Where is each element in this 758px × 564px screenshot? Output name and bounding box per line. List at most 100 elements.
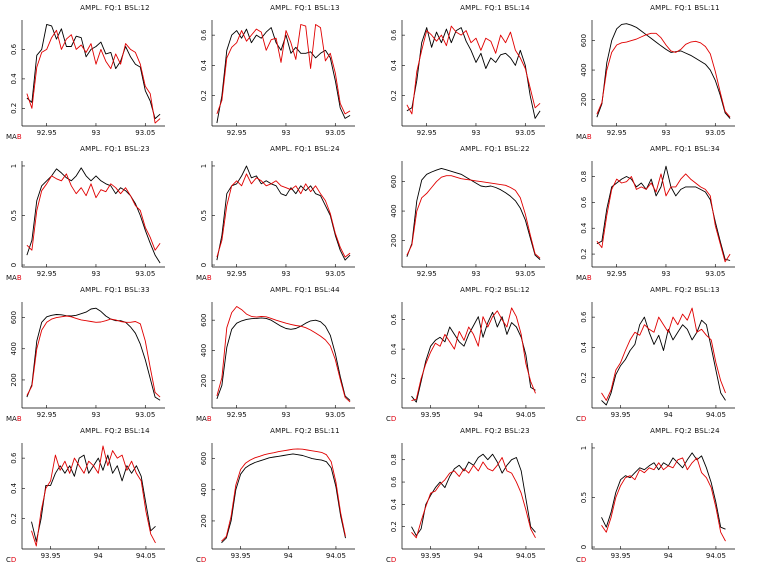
series-line-red [406, 175, 541, 259]
y-tick-label: 0 [10, 263, 18, 267]
legend-label-series-1: MA [6, 274, 17, 282]
chart-panel: AMPL. FQ:1 BSL:11 92.95 93 93.05 200 400 600 MA… [570, 0, 758, 141]
legend-label-series-1: MA [6, 133, 17, 141]
y-tick-label: 0.2 [200, 90, 208, 101]
series-line-red [596, 173, 731, 263]
y-tick-label: 600 [390, 175, 398, 188]
x-tick-label: 92.95 [607, 129, 627, 137]
x-tick-label: 93 [662, 270, 671, 278]
chart-title: AMPL. FQ:1 BSL:13 [270, 4, 340, 12]
legend-label-series-2: D [200, 556, 207, 564]
x-tick-label: 93.05 [135, 411, 155, 419]
chart-legend: MAB [6, 415, 22, 423]
legend-label-series-1: C [196, 556, 201, 564]
legend-label-series-1: MA [6, 415, 17, 423]
y-tick-label: 0.4 [10, 73, 18, 85]
y-tick-label: 0.6 [200, 29, 208, 41]
x-tick-label: 92.95 [417, 270, 437, 278]
y-tick-label: 0.4 [580, 222, 588, 234]
legend-label-series-2: B [16, 274, 22, 282]
y-tick-label: 0.6 [580, 196, 588, 208]
legend-label-series-1: C [576, 415, 581, 423]
chart-legend: MAB [576, 274, 592, 282]
y-tick-label: 1 [10, 164, 18, 168]
y-tick-label: 0.4 [390, 343, 398, 355]
y-tick-label: 1 [200, 164, 208, 168]
series-line-black [216, 317, 351, 401]
series-line-red [26, 315, 161, 398]
y-tick-label: 0.8 [390, 454, 398, 465]
chart-legend: CD [386, 415, 396, 423]
series-line-black [26, 23, 161, 120]
legend-label-series-2: B [586, 133, 592, 141]
x-tick-label: 94 [94, 552, 103, 560]
x-tick-label: 94.05 [326, 552, 346, 560]
y-tick-label: 0.5 [10, 210, 18, 221]
chart-title: AMPL. FQ:1 BSL:12 [80, 4, 150, 12]
y-tick-label: 0.5 [580, 492, 588, 503]
legend-label-series-1: MA [196, 274, 207, 282]
chart-svg: 93.95 94 94.05 0.2 0.4 0.6 [390, 302, 545, 419]
series-line-black [406, 27, 541, 119]
x-tick-label: 94.05 [136, 552, 156, 560]
series-line-red [411, 307, 536, 402]
chart-panel: AMPL. FQ:1 BSL:24 92.95 93 93.05 0 0.5 1 MAB [190, 141, 380, 282]
chart-svg: 92.95 93 93.05 0.2 0.4 0.6 [10, 20, 165, 137]
chart-legend: CD [196, 556, 206, 564]
y-tick-label: 400 [200, 344, 208, 357]
y-tick-label: 0.6 [10, 43, 18, 55]
x-tick-label: 93.95 [231, 552, 251, 560]
y-tick-label: 0.6 [10, 452, 18, 464]
chart-svg: 92.95 93 93.05 200 400 600 [200, 302, 355, 419]
y-tick-label: 0.4 [580, 341, 588, 353]
x-tick-label: 93.05 [325, 411, 345, 419]
chart-panel: AMPL. FQ:1 BSL:12 92.95 93 93.05 0.2 0.4 0.6 MA… [0, 0, 190, 141]
y-tick-label: 0.2 [580, 249, 588, 260]
x-tick-label: 94.05 [706, 552, 726, 560]
chart-panel: AMPL. FQ:2 BSL:24 93.95 94 94.05 0 0.5 1 CD [570, 423, 758, 564]
x-tick-label: 93.95 [41, 552, 61, 560]
y-tick-label: 0.2 [390, 521, 398, 532]
chart-svg: 92.95 93 93.05 0 0.5 1 [10, 161, 165, 278]
y-tick-label: 400 [390, 204, 398, 217]
x-tick-label: 93 [472, 270, 481, 278]
series-line-red [406, 25, 541, 115]
x-tick-label: 93.05 [325, 129, 345, 137]
x-tick-label: 93.95 [421, 411, 441, 419]
chart-title: AMPL. FQ:2 BSL:11 [270, 427, 340, 435]
y-tick-label: 0.2 [390, 90, 398, 101]
x-tick-label: 93.95 [611, 411, 631, 419]
chart-title: AMPL. FQ:1 BSL:23 [80, 145, 150, 153]
y-tick-label: 0 [200, 263, 208, 267]
y-tick-label: 0.4 [10, 482, 18, 494]
x-tick-label: 92.95 [37, 270, 57, 278]
chart-title: AMPL. FQ:1 BSL:34 [650, 145, 720, 153]
x-tick-label: 94 [284, 552, 293, 560]
y-tick-label: 200 [390, 234, 398, 247]
chart-title: AMPL. FQ:1 BSL:44 [270, 286, 340, 294]
chart-legend: CD [576, 415, 586, 423]
x-tick-label: 93.05 [515, 270, 535, 278]
legend-label-series-1: MA [576, 274, 587, 282]
chart-legend: MAB [6, 133, 22, 141]
y-tick-label: 0.6 [390, 476, 398, 488]
legend-label-series-2: D [580, 415, 587, 423]
x-tick-label: 92.95 [37, 411, 57, 419]
chart-svg: 92.95 93 93.05 0.2 0.4 0.6 0.8 [580, 161, 735, 278]
y-tick-label: 1 [580, 446, 588, 450]
series-line-black [596, 23, 731, 119]
x-tick-label: 92.95 [417, 129, 437, 137]
y-tick-label: 0.4 [200, 59, 208, 71]
y-tick-label: 200 [200, 374, 208, 387]
y-tick-label: 200 [580, 93, 588, 106]
y-tick-label: 600 [10, 311, 18, 324]
chart-panel: AMPL. FQ:1 BSL:22 92.95 93 93.05 200 400 600 [380, 141, 570, 282]
chart-legend: MAB [196, 274, 212, 282]
x-tick-label: 93 [282, 270, 291, 278]
chart-svg: 93.95 94 94.05 0 0.5 1 [580, 443, 735, 560]
x-tick-label: 94 [664, 411, 673, 419]
x-tick-label: 94.05 [516, 411, 536, 419]
chart-panel: AMPL. FQ:2 BSL:11 93.95 94 94.05 200 400 600 CD [190, 423, 380, 564]
legend-label-series-2: B [16, 415, 22, 423]
x-tick-label: 92.95 [227, 411, 247, 419]
